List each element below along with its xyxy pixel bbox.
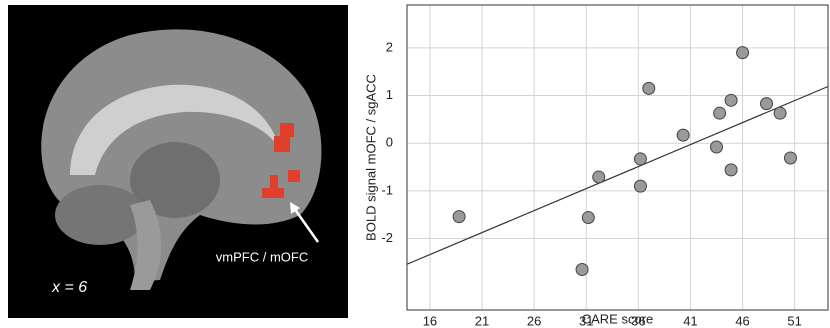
point [710,141,722,153]
y-tick-label: 2 [386,39,393,54]
point [725,164,737,176]
y-tick-label: 1 [386,87,393,102]
point [643,82,655,94]
y-tick-label: -1 [381,182,393,197]
x-tick-label: 51 [787,313,801,328]
point [453,211,465,223]
x-tick-label: 41 [683,313,697,328]
point [737,47,749,59]
slice-label: x = 6 [51,279,87,296]
x-tick-label: 16 [423,313,437,328]
point [774,107,786,119]
cerebellum [55,185,145,245]
point [582,212,594,224]
fit-line [407,86,828,264]
point [677,129,689,141]
plot-frame [407,5,828,310]
point [593,171,605,183]
x-axis-label: CARE score [582,311,654,326]
annotation: vmPFC / mOFC [216,249,308,264]
point [725,94,737,106]
point [761,98,773,110]
y-tick-label: 0 [386,135,393,150]
y-axis-label: BOLD signal mOFC / sgACC [363,74,378,241]
point [714,107,726,119]
point [634,153,646,165]
x-tick-label: 46 [735,313,749,328]
point [784,152,796,164]
y-tick-label: -2 [381,230,393,245]
x-tick-label: 26 [527,313,541,328]
point [634,180,646,192]
point [576,263,588,275]
x-tick-label: 21 [475,313,489,328]
brain-panel: vmPFC / mOFC x = 6 [8,5,348,318]
figure: vmPFC / mOFC x = 6 1621263136414651-2-10… [0,0,830,328]
